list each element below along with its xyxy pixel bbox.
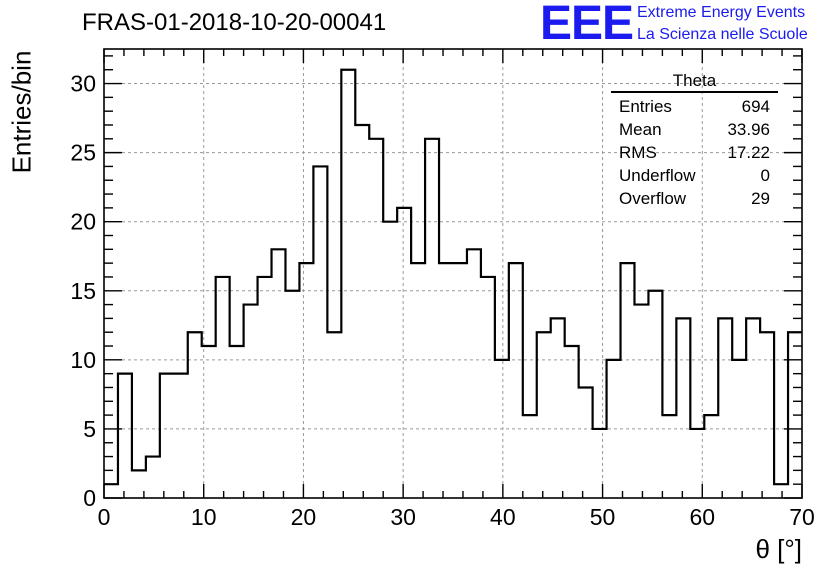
histogram-bin bbox=[397, 208, 411, 498]
stats-value: 29 bbox=[751, 189, 770, 208]
eee-logo-mark: EEE bbox=[540, 0, 634, 50]
histogram-bin bbox=[607, 360, 621, 498]
histogram-bin bbox=[593, 429, 607, 498]
logo-line-2: La Scienza nelle Scuole bbox=[637, 26, 808, 43]
histogram-bin bbox=[718, 318, 732, 498]
histogram-bin bbox=[453, 263, 467, 498]
stats-row-mean: Mean 33.96 bbox=[611, 118, 778, 141]
plot-frame bbox=[103, 48, 803, 499]
stats-label: Underflow bbox=[619, 166, 696, 185]
histogram-bin bbox=[788, 332, 802, 498]
y-tick-label: 25 bbox=[70, 140, 96, 166]
stats-row-underflow: Underflow 0 bbox=[611, 164, 778, 187]
x-axis-label: θ [°] bbox=[755, 534, 802, 564]
stats-title: Theta bbox=[672, 71, 717, 90]
stats-value: 694 bbox=[741, 97, 770, 116]
histogram-bin bbox=[132, 470, 146, 498]
histogram-bin bbox=[411, 263, 425, 498]
histogram-bin bbox=[634, 305, 648, 498]
histogram-bin bbox=[383, 222, 397, 498]
histogram-bin bbox=[760, 332, 774, 498]
y-tick-label: 20 bbox=[70, 209, 96, 235]
histogram-bin bbox=[648, 291, 662, 498]
x-tick-label: 40 bbox=[490, 504, 516, 530]
stats-value: 33.96 bbox=[727, 120, 770, 139]
histogram-bin bbox=[216, 277, 230, 498]
histogram-bin bbox=[258, 277, 272, 498]
histogram-bin bbox=[230, 346, 244, 498]
logo-line-1: Extreme Energy Events bbox=[637, 4, 806, 21]
histogram-bin bbox=[621, 263, 635, 498]
histogram-bin bbox=[104, 484, 118, 498]
histogram-bin bbox=[704, 415, 718, 498]
histogram-bin bbox=[676, 318, 690, 498]
histogram-bin bbox=[579, 387, 593, 498]
histogram-bin bbox=[355, 125, 369, 498]
stats-label: Mean bbox=[619, 120, 662, 139]
histogram-bin bbox=[690, 429, 704, 498]
histogram-bin bbox=[509, 263, 523, 498]
histogram-bin bbox=[160, 374, 174, 498]
x-tick-label: 0 bbox=[98, 504, 111, 530]
eee-logo: EEE Extreme Energy Events La Scienza nel… bbox=[540, 0, 830, 50]
histogram-bin bbox=[439, 263, 453, 498]
histogram-bin bbox=[537, 332, 551, 498]
x-tick-label: 60 bbox=[689, 504, 715, 530]
histogram-bin bbox=[481, 277, 495, 498]
histogram-bin bbox=[341, 70, 355, 498]
histogram-bin bbox=[565, 346, 579, 498]
chart-title: FRAS-01-2018-10-20-00041 bbox=[82, 9, 387, 36]
histogram-bin bbox=[495, 360, 509, 498]
grid-lines bbox=[104, 49, 802, 498]
x-tick-label: 50 bbox=[590, 504, 616, 530]
stats-divider bbox=[611, 91, 778, 93]
y-tick-label: 5 bbox=[83, 416, 96, 442]
histogram-outline bbox=[104, 68, 802, 486]
stats-label: Overflow bbox=[619, 189, 687, 208]
axis-tick-labels: 0 10 20 30 40 50 60 70 0 5 10 15 20 25 30 bbox=[70, 71, 814, 530]
histogram-bin bbox=[662, 415, 676, 498]
histogram-bin bbox=[244, 305, 258, 498]
histogram-bin bbox=[732, 360, 746, 498]
stats-box: Theta Entries 694 Mean 33.96 RMS 17.22 U… bbox=[611, 71, 778, 210]
stats-row-rms: RMS 17.22 bbox=[611, 141, 778, 164]
histogram-bin bbox=[425, 139, 439, 498]
x-tick-label: 10 bbox=[191, 504, 217, 530]
histogram-bin bbox=[523, 415, 537, 498]
histogram-bin bbox=[188, 332, 202, 498]
stats-value: 0 bbox=[760, 166, 770, 185]
histogram-bin bbox=[774, 484, 788, 498]
histogram-bin bbox=[272, 249, 286, 498]
stats-row-overflow: Overflow 29 bbox=[611, 187, 778, 210]
histogram-bin bbox=[285, 291, 299, 498]
histogram-bin bbox=[118, 374, 132, 498]
histogram-bin bbox=[174, 374, 188, 498]
x-tick-label: 30 bbox=[390, 504, 416, 530]
histogram-bin bbox=[327, 332, 341, 498]
stats-label: Entries bbox=[619, 97, 672, 116]
y-tick-label: 10 bbox=[70, 347, 96, 373]
x-tick-label: 70 bbox=[789, 504, 815, 530]
histogram-bin bbox=[202, 346, 216, 498]
stats-row-entries: Entries 694 bbox=[611, 95, 778, 118]
y-tick-label: 15 bbox=[70, 278, 96, 304]
stats-label: RMS bbox=[619, 143, 657, 162]
histogram-bin bbox=[146, 457, 160, 498]
histogram-bin bbox=[369, 139, 383, 498]
histogram-bin bbox=[746, 318, 760, 498]
histogram-bin bbox=[551, 318, 565, 498]
stats-value: 17.22 bbox=[727, 143, 770, 162]
axis-ticks bbox=[103, 49, 803, 499]
histogram-bin bbox=[299, 263, 313, 498]
x-tick-label: 20 bbox=[291, 504, 317, 530]
y-tick-label: 30 bbox=[70, 71, 96, 97]
y-tick-label: 0 bbox=[83, 485, 96, 511]
histogram-bin bbox=[313, 166, 327, 498]
histogram-bin bbox=[467, 249, 481, 498]
